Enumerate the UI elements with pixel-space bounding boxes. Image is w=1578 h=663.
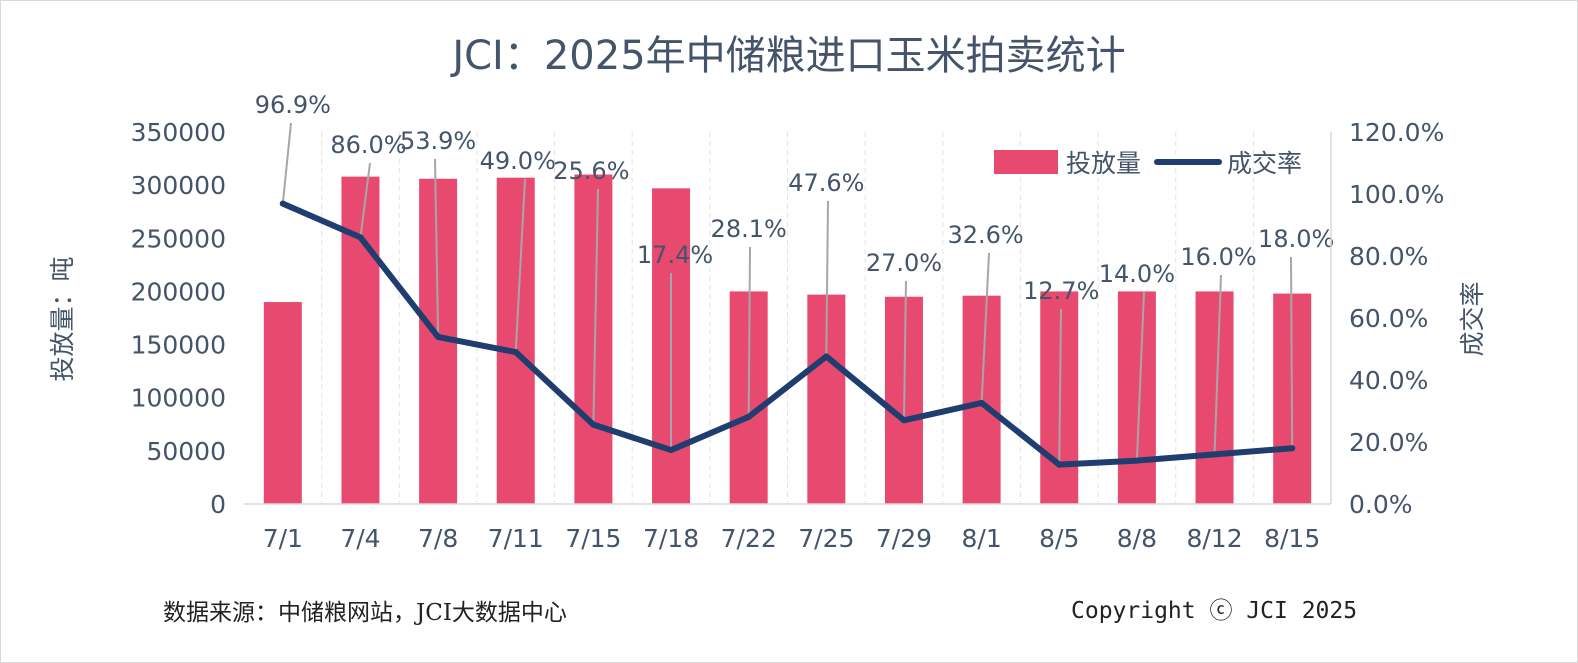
y-tick-label: 200000 (131, 277, 226, 306)
legend-label-line: 成交率 (1227, 149, 1302, 178)
label-leader (592, 188, 599, 425)
x-tick-label: 7/29 (876, 524, 932, 553)
x-tick-label: 7/25 (798, 524, 854, 553)
line-point (668, 447, 675, 454)
label-leader (825, 200, 829, 357)
y2-tick-label: 0.0% (1349, 490, 1413, 519)
data-label: 47.6% (788, 169, 864, 197)
line-point (1133, 457, 1140, 464)
x-tick-label: 7/8 (418, 524, 458, 553)
x-tick-label: 7/18 (643, 524, 699, 553)
data-label: 27.0% (866, 249, 942, 277)
data-label: 96.9% (255, 91, 331, 119)
bar (1117, 291, 1156, 504)
x-tick-label: 7/11 (488, 524, 544, 553)
y-tick-label: 0 (210, 490, 226, 519)
bar (1195, 291, 1234, 504)
line-point (1289, 445, 1296, 452)
line-point (512, 349, 519, 356)
y-tick-label: 150000 (131, 331, 226, 360)
label-leader (1135, 291, 1145, 461)
y2-tick-label: 20.0% (1349, 428, 1428, 457)
label-leader-lines (281, 122, 1294, 465)
data-label: 32.6% (947, 221, 1023, 249)
legend-label-bar: 投放量 (1066, 149, 1141, 178)
line-point (1056, 461, 1063, 468)
y2-tick-label: 80.0% (1349, 242, 1428, 271)
copyright-note: Copyright ⓒ JCI 2025 (1071, 598, 1358, 624)
data-label: 25.6% (553, 157, 629, 185)
line-point (279, 200, 286, 207)
y-tick-label: 300000 (131, 171, 226, 200)
x-tick-label: 8/12 (1186, 524, 1242, 553)
label-leader (514, 178, 526, 353)
x-tick-label: 7/15 (565, 524, 621, 553)
bar (263, 302, 302, 504)
label-leader (1213, 274, 1222, 455)
label-leader (359, 162, 371, 238)
x-tick-label: 8/15 (1264, 524, 1320, 553)
legend: 投放量 成交率 (994, 149, 1302, 178)
line-point (978, 399, 985, 406)
axes: 0 50000 100000 150000 200000 250000 300000 3500… (131, 118, 1445, 553)
source-note: 数据来源：中储粮网站，JCI大数据中心 (163, 600, 567, 626)
label-leader (281, 122, 292, 204)
label-leader (747, 246, 751, 417)
x-tick-label: 8/5 (1039, 524, 1079, 553)
y-tick-label: 50000 (146, 437, 226, 466)
label-leader (1290, 256, 1294, 449)
y2-axis-title: 成交率 (1458, 281, 1487, 356)
data-label: 16.0% (1180, 243, 1256, 271)
y2-tick-label: 100.0% (1349, 180, 1444, 209)
y-axis-title: 投放量：吨 (48, 256, 77, 381)
x-tick-label: 7/1 (263, 524, 303, 553)
y-tick-label: 100000 (131, 384, 226, 413)
label-leader (1058, 308, 1062, 465)
y-tick-label: 350000 (131, 118, 226, 147)
data-label: 49.0% (480, 147, 556, 175)
data-label: 14.0% (1099, 260, 1175, 288)
label-leader (980, 252, 990, 403)
line-point (900, 417, 907, 424)
line-path (279, 200, 1296, 468)
chart-title: JCI：2025年中储粮进口玉米拍卖统计 (452, 33, 1126, 79)
y2-tick-label: 40.0% (1349, 366, 1428, 395)
label-leader (434, 158, 440, 337)
data-label: 28.1% (711, 215, 787, 243)
line-point (435, 333, 442, 340)
bar (341, 176, 380, 504)
line-point (823, 353, 830, 360)
grid-lines (321, 132, 1254, 504)
data-label: 18.0% (1258, 225, 1334, 253)
line-point (357, 234, 364, 241)
legend-swatch-bar (994, 150, 1058, 174)
data-label: 53.9% (400, 127, 476, 155)
label-leader (902, 280, 907, 421)
data-label: 17.4% (637, 241, 713, 269)
line-point (1211, 451, 1218, 458)
data-labels: 96.9% 86.0%53.9%49.0%25.6% 17.4%28.1%47.6%… (255, 91, 1335, 305)
line-point (745, 413, 752, 420)
line-series (279, 200, 1296, 468)
line-point (590, 421, 597, 428)
data-label: 12.7% (1023, 277, 1099, 305)
y2-tick-label: 60.0% (1349, 304, 1428, 333)
x-tick-label: 8/8 (1117, 524, 1157, 553)
y-tick-label: 250000 (131, 224, 226, 253)
data-label: 86.0% (330, 131, 406, 159)
x-tick-label: 8/1 (961, 524, 1001, 553)
bar (574, 174, 613, 504)
y2-tick-label: 120.0% (1349, 118, 1444, 147)
x-tick-label: 7/4 (340, 524, 380, 553)
x-tick-label: 7/22 (721, 524, 777, 553)
